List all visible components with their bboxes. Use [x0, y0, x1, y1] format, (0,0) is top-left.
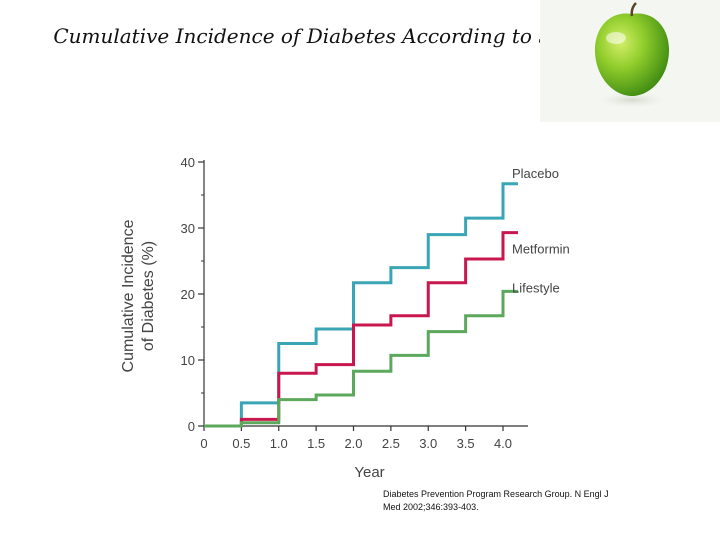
green-apple-icon — [540, 0, 720, 122]
x-tick-label: 3.5 — [457, 436, 475, 451]
y-tick-label: 10 — [181, 353, 195, 368]
x-tick-label: 0 — [200, 436, 207, 451]
series-line-lifestyle — [204, 289, 518, 428]
x-tick-label: 2.5 — [382, 436, 400, 451]
series-label-metformin: Metformin — [512, 242, 570, 257]
x-tick-label: 3.0 — [419, 436, 437, 451]
x-tick-label: 4.0 — [494, 436, 512, 451]
y-axis-label-line-2: of Diabetes (%) — [140, 241, 157, 351]
cumulative-incidence-chart: 0 10 20 30 40 0 0.5 1.0 1.5 2.0 2.5 3.0 3.5 4.0 Year Cu… — [120, 155, 570, 481]
y-tick-label: 30 — [181, 221, 195, 236]
apple-image — [540, 0, 720, 122]
citation: Diabetes Prevention Program Research Gro… — [383, 488, 703, 514]
y-axis-label-line-1: Cumulative Incidence — [120, 219, 137, 372]
x-tick-label: 1.0 — [270, 436, 288, 451]
series-label-placebo: Placebo — [512, 166, 559, 181]
x-tick-label: 0.5 — [232, 436, 250, 451]
x-tick-label: 1.5 — [307, 436, 325, 451]
series-label-lifestyle: Lifestyle — [512, 280, 560, 295]
y-tick-label: 20 — [181, 287, 195, 302]
chart: 0 10 20 30 40 0 0.5 1.0 1.5 2.0 2.5 3.0 3.5 4.0 Year Cu… — [100, 140, 620, 490]
series-line-metformin — [204, 231, 518, 428]
citation-line-1: Diabetes Prevention Program Research Gro… — [383, 489, 609, 499]
y-tick-label: 0 — [188, 419, 195, 434]
series-line-placebo — [204, 182, 518, 428]
y-tick-label: 40 — [181, 155, 195, 170]
citation-line-2: Med 2002;346:393-403. — [383, 502, 479, 512]
x-tick-label: 2.0 — [344, 436, 362, 451]
x-axis-label: Year — [354, 464, 384, 481]
